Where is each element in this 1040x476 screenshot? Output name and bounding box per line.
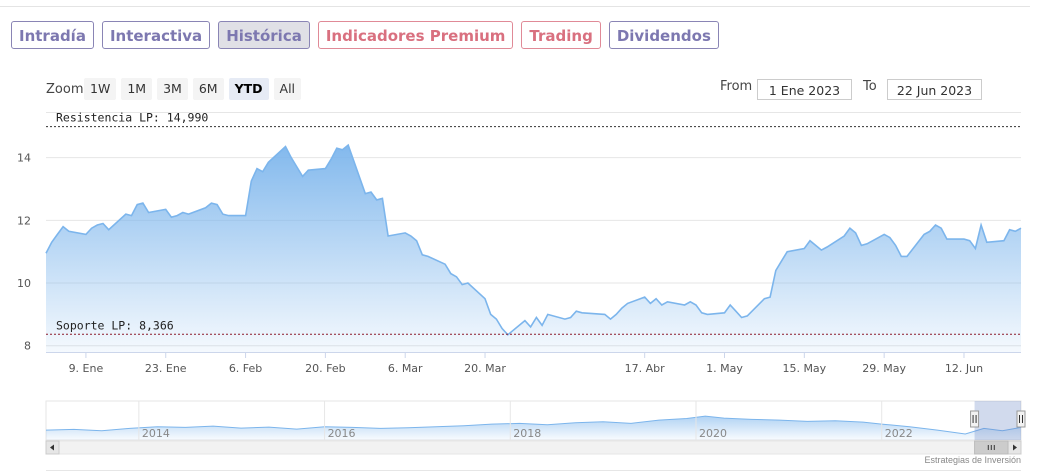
from-label: From bbox=[720, 79, 753, 94]
support-label: Soporte LP: 8,366 bbox=[56, 318, 174, 332]
x-tick-label: 12. Jun bbox=[945, 362, 983, 375]
x-tick-label: 17. Abr bbox=[625, 362, 665, 375]
x-tick-label: 6. Mar bbox=[388, 362, 423, 375]
zoom-all-button[interactable]: All bbox=[273, 78, 302, 100]
y-tick-label: 10 bbox=[17, 277, 31, 290]
navigator-year-label: 2020 bbox=[699, 427, 727, 440]
y-tick-label: 14 bbox=[17, 152, 31, 165]
scrollbar-track[interactable] bbox=[45, 440, 1022, 455]
x-tick-label: 9. Ene bbox=[69, 362, 104, 375]
zoom-label: Zoom bbox=[46, 82, 84, 97]
tab-intrad-a[interactable]: Intradía bbox=[11, 21, 94, 49]
chart-tabs: Intradía Interactiva Histórica Indicadores … bbox=[11, 21, 719, 49]
x-tick-label: 23. Ene bbox=[145, 362, 187, 375]
y-tick-label: 8 bbox=[24, 340, 31, 353]
tab-interactiva[interactable]: Interactiva bbox=[101, 21, 211, 49]
resistance-label: Resistencia LP: 14,990 bbox=[56, 111, 208, 125]
tab-trading[interactable]: Trading bbox=[521, 21, 601, 49]
chart-credits[interactable]: Estrategias de Inversión bbox=[924, 455, 1021, 465]
arrow-right-icon bbox=[1013, 444, 1017, 451]
zoom-buttons: 1W 1M 3M 6M YTD All bbox=[84, 78, 302, 100]
zoom-1m-button[interactable]: 1M bbox=[121, 78, 153, 100]
x-tick-label: 6. Feb bbox=[229, 362, 262, 375]
navigator-right-handle[interactable] bbox=[1016, 410, 1026, 428]
navigator-year-label: 2018 bbox=[513, 427, 541, 440]
navigator-year-label: 2016 bbox=[328, 427, 356, 440]
y-tick-label: 12 bbox=[17, 214, 31, 227]
arrow-left-icon bbox=[50, 444, 54, 451]
x-tick-label: 20. Mar bbox=[464, 362, 506, 375]
navigator-year-label: 2022 bbox=[885, 427, 913, 440]
from-date-input[interactable]: 1 Ene 2023 bbox=[757, 79, 852, 100]
zoom-ytd-button[interactable]: YTD bbox=[228, 78, 269, 100]
toolbar-divider bbox=[46, 112, 1021, 113]
tab-hist-rica[interactable]: Histórica bbox=[218, 21, 310, 49]
price-line bbox=[45, 143, 1022, 336]
navigator-selection[interactable] bbox=[974, 401, 1021, 440]
tab-dividendos[interactable]: Dividendos bbox=[608, 21, 719, 49]
to-date-input[interactable]: 22 Jun 2023 bbox=[887, 79, 982, 100]
to-label: To bbox=[863, 79, 877, 94]
zoom-6m-button[interactable]: 6M bbox=[192, 78, 224, 100]
price-area-fill bbox=[46, 145, 1021, 352]
navigator-line bbox=[45, 415, 1022, 435]
navigator-left-handle[interactable] bbox=[970, 410, 980, 428]
top-border bbox=[0, 6, 1030, 7]
zoom-3m-button[interactable]: 3M bbox=[157, 78, 188, 100]
tab-indicadores-premium[interactable]: Indicadores Premium bbox=[317, 21, 514, 49]
navigator-year-label: 2014 bbox=[142, 427, 170, 440]
x-tick-label: 1. May bbox=[706, 362, 743, 375]
x-tick-label: 29. May bbox=[862, 362, 906, 375]
zoom-1w-button[interactable]: 1W bbox=[84, 78, 117, 100]
navigator-area bbox=[46, 416, 1021, 440]
x-tick-label: 15. May bbox=[782, 362, 826, 375]
x-tick-label: 20. Feb bbox=[305, 362, 345, 375]
